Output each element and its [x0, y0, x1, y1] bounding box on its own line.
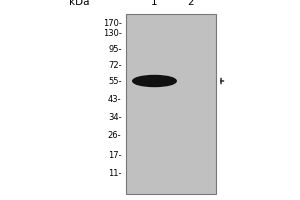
Text: 130-: 130-	[103, 28, 122, 38]
Text: 26-: 26-	[108, 131, 122, 140]
Text: 95-: 95-	[108, 45, 122, 53]
Text: 43-: 43-	[108, 95, 122, 104]
Bar	[126, 14, 216, 194]
Text: 17-: 17-	[108, 151, 122, 160]
Text: 1: 1	[151, 0, 158, 7]
Text: kDa: kDa	[70, 0, 90, 7]
Text: 72-: 72-	[108, 60, 122, 70]
Ellipse shape	[133, 75, 176, 86]
Text: 170-: 170-	[103, 19, 122, 27]
Text: 55-: 55-	[108, 76, 122, 86]
Text: 11-: 11-	[108, 170, 122, 178]
Text: 34-: 34-	[108, 112, 122, 121]
Text: 2: 2	[187, 0, 194, 7]
